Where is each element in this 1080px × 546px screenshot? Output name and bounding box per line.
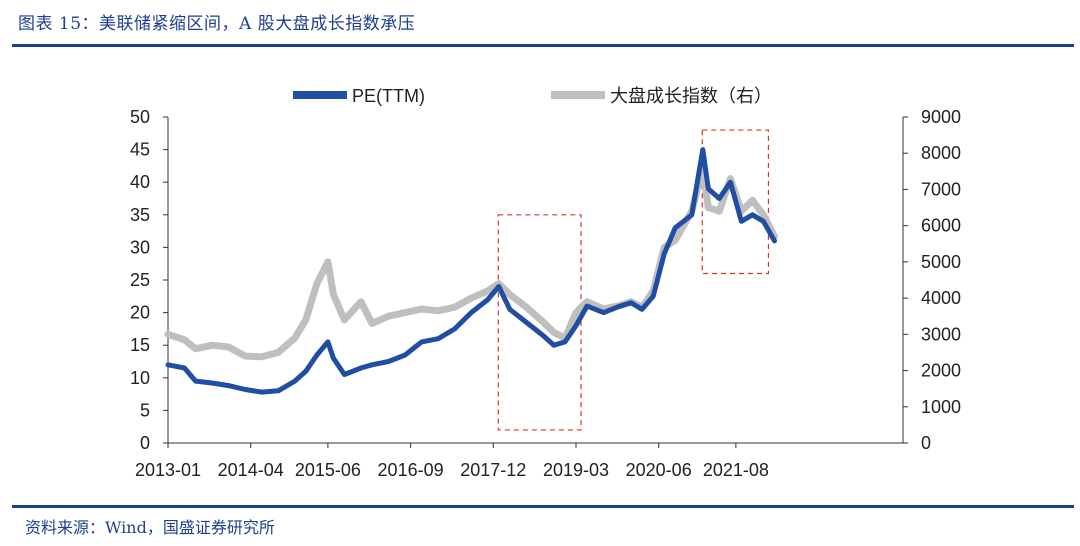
y-right-tick-label: 3000 <box>921 324 961 344</box>
y-left-tick-label: 15 <box>130 335 150 355</box>
y-left-tick-label: 50 <box>130 107 150 127</box>
y-right-tick-label: 0 <box>921 433 931 453</box>
legend-label-index: 大盘成长指数（右） <box>610 86 772 106</box>
y-right-tick-label: 2000 <box>921 361 961 381</box>
x-tick-label: 2017-12 <box>460 460 526 480</box>
y-right-tick-label: 1000 <box>921 397 961 417</box>
x-tick-label: 2015-06 <box>295 460 361 480</box>
axes: 0 5 10 15 20 25 30 35 40 45 50 0 1000 2000 3000 4000 500… <box>130 107 961 480</box>
y-left-tick-label: 45 <box>130 140 150 160</box>
y-left-tick-label: 40 <box>130 172 150 192</box>
x-tick-label: 2016-09 <box>378 460 444 480</box>
y-right-tick-label: 5000 <box>921 252 961 272</box>
y-left-tick-label: 25 <box>130 270 150 290</box>
y-right-tick-label: 9000 <box>921 107 961 127</box>
source-note: 资料来源：Wind，国盛证券研究所 <box>25 518 275 537</box>
x-tick-label: 2019-03 <box>543 460 609 480</box>
title-divider <box>12 44 1074 47</box>
chart-title: 图表 15：美联储紧缩区间，A 股大盘成长指数承压 <box>18 14 416 34</box>
legend-label-pe: PE(TTM) <box>352 86 425 106</box>
x-tick-label: 2013-01 <box>135 460 201 480</box>
highlight-box <box>701 129 770 275</box>
y-right-tick-label: 4000 <box>921 288 961 308</box>
y-left-tick-label: 35 <box>130 205 150 225</box>
x-tick-label: 2021-08 <box>703 460 769 480</box>
y-right-tick-label: 6000 <box>921 216 961 236</box>
source-divider <box>12 505 1074 508</box>
y-left-tick-label: 30 <box>130 237 150 257</box>
highlight-box <box>497 214 582 431</box>
legend: PE(TTM) 大盘成长指数（右） <box>293 86 772 106</box>
series-line-index <box>164 164 778 361</box>
y-left-tick-label: 0 <box>140 433 150 453</box>
y-left-tick-label: 20 <box>130 303 150 323</box>
highlight-boxes <box>497 129 770 431</box>
y-left-tick-label: 10 <box>130 368 150 388</box>
y-left-tick-label: 5 <box>140 400 150 420</box>
series-lines <box>164 147 778 395</box>
x-tick-label: 2020-06 <box>626 460 692 480</box>
x-tick-label: 2014-04 <box>218 460 284 480</box>
y-right-tick-label: 8000 <box>921 143 961 163</box>
y-right-tick-label: 7000 <box>921 179 961 199</box>
series-line-pe <box>165 147 777 395</box>
